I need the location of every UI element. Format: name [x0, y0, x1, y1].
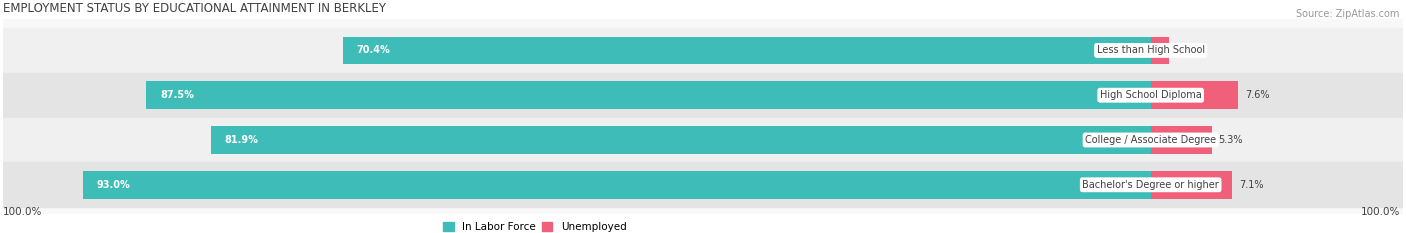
Text: 7.6%: 7.6%	[1244, 90, 1270, 100]
Text: 100.0%: 100.0%	[1361, 207, 1400, 217]
Text: College / Associate Degree: College / Associate Degree	[1085, 135, 1216, 145]
Text: 87.5%: 87.5%	[160, 90, 194, 100]
Bar	[1150, 81, 1237, 109]
Bar	[1150, 126, 1212, 154]
Bar	[3, 28, 1403, 73]
Text: EMPLOYMENT STATUS BY EDUCATIONAL ATTAINMENT IN BERKLEY: EMPLOYMENT STATUS BY EDUCATIONAL ATTAINM…	[3, 3, 385, 15]
Bar	[1150, 171, 1232, 199]
Text: 5.3%: 5.3%	[1219, 135, 1243, 145]
Text: 93.0%: 93.0%	[97, 180, 131, 190]
Bar	[343, 37, 1150, 64]
Text: Less than High School: Less than High School	[1097, 45, 1205, 55]
Text: 1.6%: 1.6%	[1175, 45, 1201, 55]
Text: Bachelor's Degree or higher: Bachelor's Degree or higher	[1083, 180, 1219, 190]
Text: 100.0%: 100.0%	[3, 207, 42, 217]
Text: 81.9%: 81.9%	[225, 135, 259, 145]
Text: 7.1%: 7.1%	[1239, 180, 1264, 190]
Legend: In Labor Force, Unemployed: In Labor Force, Unemployed	[443, 222, 627, 232]
Bar	[3, 162, 1403, 207]
Text: Source: ZipAtlas.com: Source: ZipAtlas.com	[1295, 9, 1399, 19]
Bar	[83, 171, 1150, 199]
Bar	[146, 81, 1150, 109]
Text: High School Diploma: High School Diploma	[1099, 90, 1202, 100]
Bar	[1150, 37, 1168, 64]
Bar	[3, 118, 1403, 162]
Text: 70.4%: 70.4%	[356, 45, 389, 55]
Bar	[3, 73, 1403, 118]
Bar	[211, 126, 1150, 154]
